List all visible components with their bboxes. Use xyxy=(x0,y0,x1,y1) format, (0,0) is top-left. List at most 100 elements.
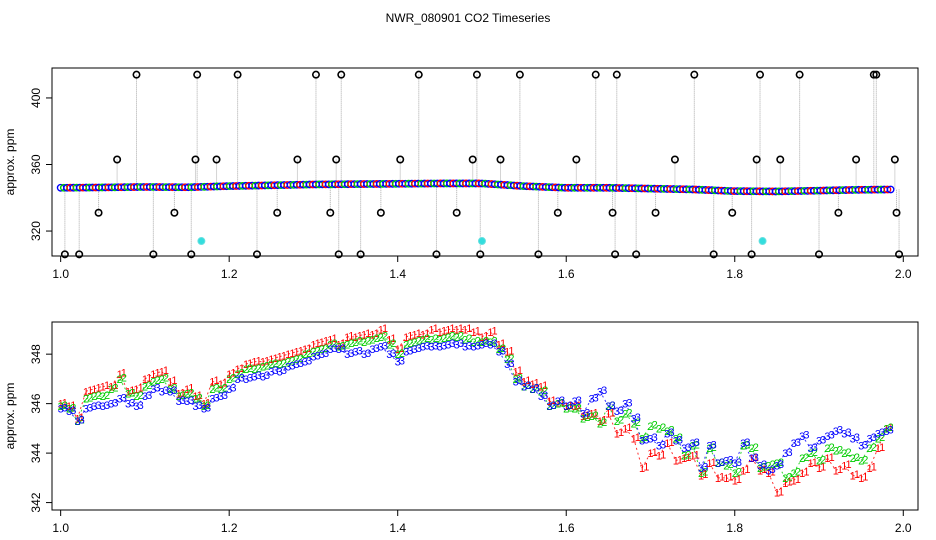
series-2-point: 2 xyxy=(858,456,864,468)
series-2-point: 2 xyxy=(74,416,80,428)
series-3-point: 3 xyxy=(601,385,607,397)
outlier-point xyxy=(326,208,335,217)
series-3-point: 3 xyxy=(546,401,552,413)
series-1-point: 1 xyxy=(395,344,401,356)
series-2-point: 2 xyxy=(740,441,746,453)
series-1-connector xyxy=(650,452,660,457)
series-3-point: 3 xyxy=(79,415,85,427)
series-3-connector xyxy=(667,432,677,442)
series-3-point: 3 xyxy=(862,439,868,451)
outlier-point xyxy=(869,70,878,79)
series-1-point: 1 xyxy=(390,333,396,345)
series-3-point: 3 xyxy=(70,405,76,417)
series-3-point: 3 xyxy=(572,396,578,408)
series-1-point: 1 xyxy=(171,375,177,387)
series-1-point: 1 xyxy=(647,448,653,460)
series-3-point: 3 xyxy=(723,456,729,468)
series-3-connector xyxy=(683,442,693,449)
series-1-connector xyxy=(439,328,449,333)
series-2-point: 2 xyxy=(702,467,708,479)
series-3-point: 3 xyxy=(310,352,316,364)
series-2-point: 2 xyxy=(513,374,519,386)
series-2-point: 2 xyxy=(357,336,363,348)
y-tick-label: 360 xyxy=(29,154,43,174)
series-1-point: 1 xyxy=(563,401,569,413)
series-1-point: 1 xyxy=(833,465,839,477)
series-3-point: 3 xyxy=(732,458,738,470)
series-3-connector xyxy=(726,460,735,464)
series-3-connector xyxy=(304,356,314,363)
series-2-connector xyxy=(725,465,736,474)
series-3-point: 3 xyxy=(260,371,266,383)
series-2-point: 2 xyxy=(572,404,578,416)
series-2-point: 2 xyxy=(715,458,721,470)
series-3-connector xyxy=(869,432,879,439)
series-2-connector xyxy=(532,388,542,392)
series-2-connector xyxy=(700,447,710,474)
series-3-connector xyxy=(144,388,154,397)
series-3-point: 3 xyxy=(256,370,262,382)
plot-frame xyxy=(51,321,919,511)
series-1-point: 1 xyxy=(635,432,641,444)
series-2-point: 2 xyxy=(824,443,830,455)
series-3-point: 3 xyxy=(698,463,704,475)
outlier-point xyxy=(534,250,543,259)
series-2-point: 2 xyxy=(786,472,792,484)
series-3-point: 3 xyxy=(112,397,118,409)
series-2-point: 2 xyxy=(850,453,856,465)
series-3-point: 3 xyxy=(58,404,64,416)
series-3-connector xyxy=(279,366,289,372)
series-1-point: 1 xyxy=(112,380,118,392)
series-3-connector xyxy=(557,400,567,407)
x-tick-label: 1.4 xyxy=(389,521,406,535)
series-3-point: 3 xyxy=(605,401,611,413)
series-3-point: 3 xyxy=(323,348,329,360)
series-2-connector xyxy=(136,385,146,397)
series-3-point: 3 xyxy=(778,459,784,471)
series-2-point: 2 xyxy=(285,357,291,369)
series-2-point: 2 xyxy=(277,359,283,371)
series-1-connector xyxy=(313,341,323,345)
series-1-point: 1 xyxy=(605,409,611,421)
series-3-point: 3 xyxy=(690,438,696,450)
series-1-connector xyxy=(523,380,533,385)
series-1-point: 1 xyxy=(319,337,325,349)
series-3-point: 3 xyxy=(433,341,439,353)
outlier-point xyxy=(756,70,765,79)
series-1-connector xyxy=(262,358,272,363)
series-1-point: 1 xyxy=(483,331,489,343)
series-3-point: 3 xyxy=(133,401,139,413)
series-3-connector xyxy=(549,400,559,407)
series-1-point: 1 xyxy=(294,347,300,359)
series-3-connector xyxy=(540,395,550,407)
series-3-point: 3 xyxy=(677,435,683,447)
series-2-point: 2 xyxy=(761,462,767,474)
series-3-point: 3 xyxy=(584,407,590,419)
series-2-point: 2 xyxy=(146,380,152,392)
series-2-point: 2 xyxy=(500,343,506,355)
series-2-point: 2 xyxy=(504,354,510,366)
series-3-connector xyxy=(844,432,853,439)
series-1-point: 1 xyxy=(749,453,755,465)
series-2-point: 2 xyxy=(542,385,548,397)
series-1-point: 1 xyxy=(445,324,451,336)
series-3-point: 3 xyxy=(483,338,489,350)
x-tick-label: 1.6 xyxy=(558,521,575,535)
series-3-point: 3 xyxy=(529,384,535,396)
series-1-connector xyxy=(869,447,879,469)
series-1-connector xyxy=(288,351,297,355)
top-panel: 1.0 1.2 1.4 1.6 1.8 2.0 320 360 400 approx. ppm xyxy=(3,67,919,281)
series-3-point: 3 xyxy=(470,342,476,354)
series-1-connector xyxy=(85,388,95,392)
series-1-point: 1 xyxy=(154,368,160,380)
series-3-connector xyxy=(616,403,626,412)
series-3-point: 3 xyxy=(163,385,169,397)
series-3-connector xyxy=(852,437,862,447)
series-3-point: 3 xyxy=(462,342,468,354)
series-1-point: 1 xyxy=(829,452,835,464)
series-1-connector xyxy=(607,413,618,434)
series-1-point: 1 xyxy=(272,353,278,365)
series-1-connector xyxy=(161,371,171,382)
series-3-point: 3 xyxy=(348,348,354,360)
x-tick-label: 1.4 xyxy=(389,267,406,281)
